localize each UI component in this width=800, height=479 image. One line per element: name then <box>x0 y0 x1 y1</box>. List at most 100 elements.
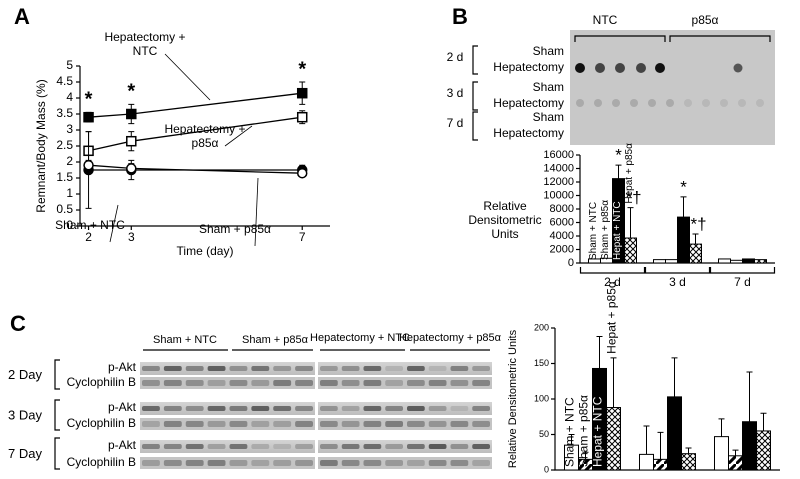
blot-band <box>450 380 469 386</box>
blot-band <box>407 380 425 386</box>
blot-band <box>407 366 425 371</box>
y-tick-label: 200 <box>534 322 549 332</box>
blot-dot <box>738 99 746 107</box>
category-bracket <box>579 267 646 274</box>
marker <box>83 159 94 171</box>
blot-band <box>163 380 182 386</box>
annotation: * <box>127 81 135 103</box>
row-label: Hepatectomy <box>493 126 564 140</box>
blot-dot <box>615 63 625 73</box>
error-bar <box>568 434 575 446</box>
blot-band <box>273 406 292 411</box>
marker <box>296 87 308 99</box>
blot-dot <box>594 99 602 107</box>
blot-dot <box>648 99 656 107</box>
marker <box>296 111 308 123</box>
y-tick-label: 14000 <box>543 162 574 174</box>
blot-dot <box>612 99 620 107</box>
bracket <box>54 399 60 431</box>
x-tick-label: 2 <box>85 230 92 244</box>
category-bracket <box>644 267 711 274</box>
blot-dot <box>684 99 692 107</box>
series-label: Hepatectomy + NTC <box>104 30 186 58</box>
blot-band <box>142 444 160 449</box>
bracket <box>472 45 478 75</box>
blot-band <box>428 460 447 466</box>
annotation: *† <box>625 188 641 207</box>
blot-band <box>207 380 226 386</box>
column-label: p85α <box>692 13 719 27</box>
blot-band <box>142 421 160 427</box>
day-label: 3 Day <box>8 407 42 422</box>
blot-band <box>320 380 338 386</box>
series-label: Sham + p85α <box>577 395 591 467</box>
blot-band <box>341 366 360 371</box>
blot-dot <box>655 63 665 73</box>
blot-band <box>207 460 226 466</box>
y-tick-label: 2.5 <box>56 138 73 152</box>
annotation: * <box>85 89 93 111</box>
y-tick-label: 4000 <box>550 230 574 242</box>
blot-band <box>251 421 270 427</box>
blot-band <box>229 460 248 466</box>
blot-band <box>207 421 226 427</box>
blot-band <box>295 406 313 411</box>
blot-band <box>385 421 403 427</box>
series-label: Hepat + NTC <box>612 201 623 260</box>
blot-band <box>185 421 204 427</box>
annotation: * <box>680 177 687 196</box>
error-bar <box>657 431 664 460</box>
blot-band <box>295 460 313 466</box>
y-tick-label: 0.5 <box>56 202 73 216</box>
marker <box>296 167 308 179</box>
blot-band <box>363 366 382 371</box>
day-label: 2 d <box>447 50 464 64</box>
blot-band <box>251 366 270 371</box>
blot-band <box>472 406 490 411</box>
blot-strip <box>318 402 492 415</box>
series-line <box>88 164 303 174</box>
bar <box>689 243 702 264</box>
label-pointer <box>224 125 253 147</box>
bar <box>742 258 755 264</box>
series-label-box: Hepatectomy + p85α <box>164 122 245 150</box>
series-label-box: Hepatectomy + NTC <box>104 30 186 58</box>
bar <box>667 396 682 471</box>
error-bar <box>680 196 687 218</box>
blot-band <box>428 444 447 449</box>
y-tick-label: 12000 <box>543 176 574 188</box>
blot-band <box>363 444 382 449</box>
marker <box>126 135 137 147</box>
row-label: Cyclophilin B <box>67 416 136 430</box>
blot-band <box>450 406 469 411</box>
blot-dot <box>666 99 674 107</box>
y-tick-label: 0 <box>66 218 73 232</box>
blot-band <box>341 421 360 427</box>
y-axis-label: Relative Densitometric Units <box>468 199 542 241</box>
panel-label: C <box>10 311 26 336</box>
blot-strip <box>318 457 492 469</box>
blot-strip <box>140 418 315 430</box>
bar <box>653 458 668 471</box>
blot-band <box>251 460 270 466</box>
blot-band <box>385 406 403 411</box>
blot-band <box>363 421 382 427</box>
blot-band <box>428 380 447 386</box>
bar <box>665 259 678 264</box>
panel-label: B <box>452 4 468 29</box>
blot-band <box>341 380 360 386</box>
y-tick-label: 1.5 <box>56 170 73 184</box>
series-label: Sham + NTC <box>588 202 599 260</box>
blot-strip <box>318 377 492 389</box>
blot-band <box>472 444 490 449</box>
blot-band <box>251 380 270 386</box>
y-tick-label: 6000 <box>550 216 574 228</box>
row-label: Sham <box>533 80 564 94</box>
blot-band <box>385 460 403 466</box>
blot-band <box>428 366 447 371</box>
y-tick-label: 4.5 <box>56 74 73 88</box>
blot-band <box>407 444 425 449</box>
series-label: Hepat + NTC <box>591 396 605 467</box>
day-label: 7 d <box>447 116 464 130</box>
blot-band <box>207 366 226 371</box>
